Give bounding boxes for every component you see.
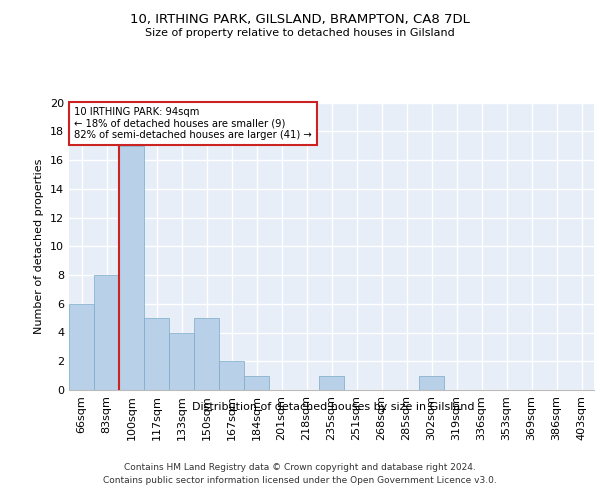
Bar xyxy=(69,304,94,390)
Bar xyxy=(144,318,169,390)
Bar xyxy=(119,146,144,390)
Bar xyxy=(419,376,444,390)
Bar xyxy=(194,318,219,390)
Text: 10 IRTHING PARK: 94sqm
← 18% of detached houses are smaller (9)
82% of semi-deta: 10 IRTHING PARK: 94sqm ← 18% of detached… xyxy=(74,107,312,140)
Bar xyxy=(169,332,194,390)
Text: 10, IRTHING PARK, GILSLAND, BRAMPTON, CA8 7DL: 10, IRTHING PARK, GILSLAND, BRAMPTON, CA… xyxy=(130,12,470,26)
Text: Contains HM Land Registry data © Crown copyright and database right 2024.: Contains HM Land Registry data © Crown c… xyxy=(124,462,476,471)
Bar xyxy=(319,376,344,390)
Y-axis label: Number of detached properties: Number of detached properties xyxy=(34,158,44,334)
Bar xyxy=(94,275,119,390)
Text: Size of property relative to detached houses in Gilsland: Size of property relative to detached ho… xyxy=(145,28,455,38)
Bar xyxy=(219,361,244,390)
Text: Contains public sector information licensed under the Open Government Licence v3: Contains public sector information licen… xyxy=(103,476,497,485)
Text: Distribution of detached houses by size in Gilsland: Distribution of detached houses by size … xyxy=(192,402,474,412)
Bar xyxy=(244,376,269,390)
